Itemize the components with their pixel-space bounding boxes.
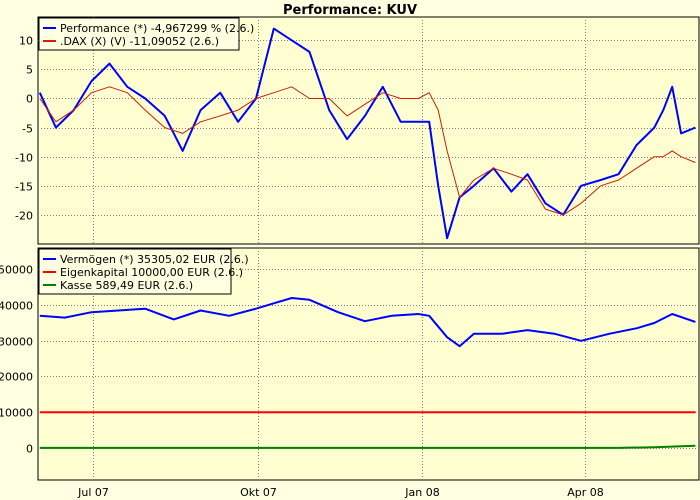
performance-panel: 10 5 0 -5 -10 -15 -20 Performance (*) -4,967299… bbox=[15, 16, 700, 245]
assets-legend bbox=[38, 248, 232, 295]
assets-y-tick-label: 30000 bbox=[0, 336, 33, 349]
x-tick-label: Jan 08 bbox=[404, 486, 439, 499]
x-tick-label: Okt 07 bbox=[240, 486, 277, 499]
performance-legend bbox=[38, 17, 240, 51]
assets-legend-label: Eigenkapital 10000,00 EUR (2.6.) bbox=[60, 266, 243, 279]
performance-y-tick-label: -20 bbox=[15, 210, 33, 223]
chart-title: Performance: KUV bbox=[283, 3, 417, 18]
performance-plot-area bbox=[37, 16, 700, 245]
performance-y-tick-label: 0 bbox=[26, 93, 33, 106]
assets-series-line-2 bbox=[39, 444, 696, 449]
assets-y-tick-label: 0 bbox=[26, 443, 33, 456]
performance-y-tick-label: -5 bbox=[22, 123, 33, 136]
x-tick-label: Apr 08 bbox=[567, 486, 604, 499]
performance-y-tick-label: -15 bbox=[15, 181, 33, 194]
assets-y-tick-label: 40000 bbox=[0, 300, 33, 313]
assets-panel: Jul 07 Okt 07 Jan 08 Apr 08 50000 40000 30000 2… bbox=[0, 247, 700, 499]
assets-y-tick-label: 20000 bbox=[0, 371, 33, 384]
performance-series-line-1 bbox=[39, 86, 696, 216]
performance-legend-label: .DAX (X) (V) -11,09052 (2.6.) bbox=[60, 35, 219, 48]
assets-y-tick-label: 50000 bbox=[0, 264, 33, 277]
x-tick-label: Jul 07 bbox=[77, 486, 109, 499]
performance-series-line-0 bbox=[38, 27, 696, 240]
performance-y-tick-label: 5 bbox=[26, 64, 33, 77]
assets-y-tick-label: 10000 bbox=[0, 407, 33, 420]
performance-legend-label: Performance (*) -4,967299 % (2.6.) bbox=[60, 22, 254, 35]
performance-y-tick-label: 10 bbox=[19, 35, 33, 48]
assets-legend-label: Vermögen (*) 35305,02 EUR (2.6.) bbox=[60, 253, 249, 266]
assets-series-line-0 bbox=[39, 297, 696, 348]
assets-legend-label: Kasse 589,49 EUR (2.6.) bbox=[60, 279, 193, 292]
performance-y-tick-label: -10 bbox=[15, 152, 33, 165]
